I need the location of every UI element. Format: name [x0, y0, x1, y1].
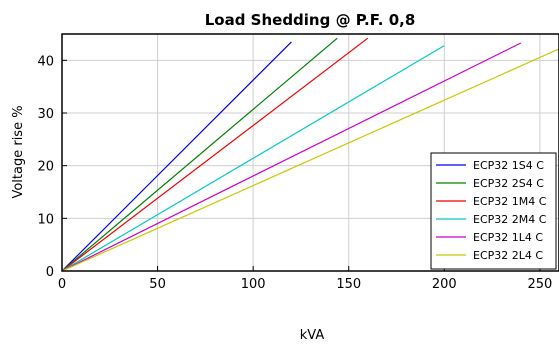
- legend-label: ECP32 1S4 C: [473, 159, 544, 172]
- y-tick-label: 0: [46, 265, 54, 280]
- x-tick-label: 0: [58, 277, 66, 292]
- x-tick-label: 100: [241, 277, 266, 292]
- series-line-3: [62, 37, 369, 271]
- x-tick-label: 200: [432, 277, 457, 292]
- legend-label: ECP32 2M4 C: [473, 213, 547, 226]
- legend-label: ECP32 2L4 C: [473, 249, 543, 262]
- legend-box: [430, 152, 557, 270]
- plot-frame: [61, 33, 559, 272]
- series-line-4: [62, 45, 445, 271]
- y-axis-label: Voltage rise %: [11, 105, 26, 198]
- legend-label: ECP32 1L4 C: [473, 231, 543, 244]
- series-line-1: [62, 41, 292, 271]
- series-line-2: [62, 37, 338, 271]
- series-lines: [62, 37, 559, 271]
- y-tick-label: 20: [37, 160, 54, 175]
- legend-label: ECP32 2S4 C: [473, 177, 544, 190]
- legend-label: ECP32 1M4 C: [473, 195, 547, 208]
- series-line-5: [62, 42, 522, 271]
- y-tick-label: 40: [37, 54, 54, 69]
- series-line-6: [62, 48, 559, 271]
- x-tick-label: 150: [336, 277, 361, 292]
- x-tick-label: 250: [527, 277, 552, 292]
- x-tick-label: 50: [149, 277, 166, 292]
- y-tick-label: 30: [37, 107, 54, 122]
- y-tick-label: 10: [37, 212, 54, 227]
- x-axis-label: kVA: [300, 328, 325, 343]
- ticks: 0 50 100 150 200 250 0 10 20 30 40: [37, 54, 552, 292]
- legend: ECP32 1S4 C ECP32 2S4 C ECP32 1M4 C ECP32 2…: [430, 152, 557, 270]
- chart-title: Load Shedding @ P.F. 0,8: [205, 11, 416, 29]
